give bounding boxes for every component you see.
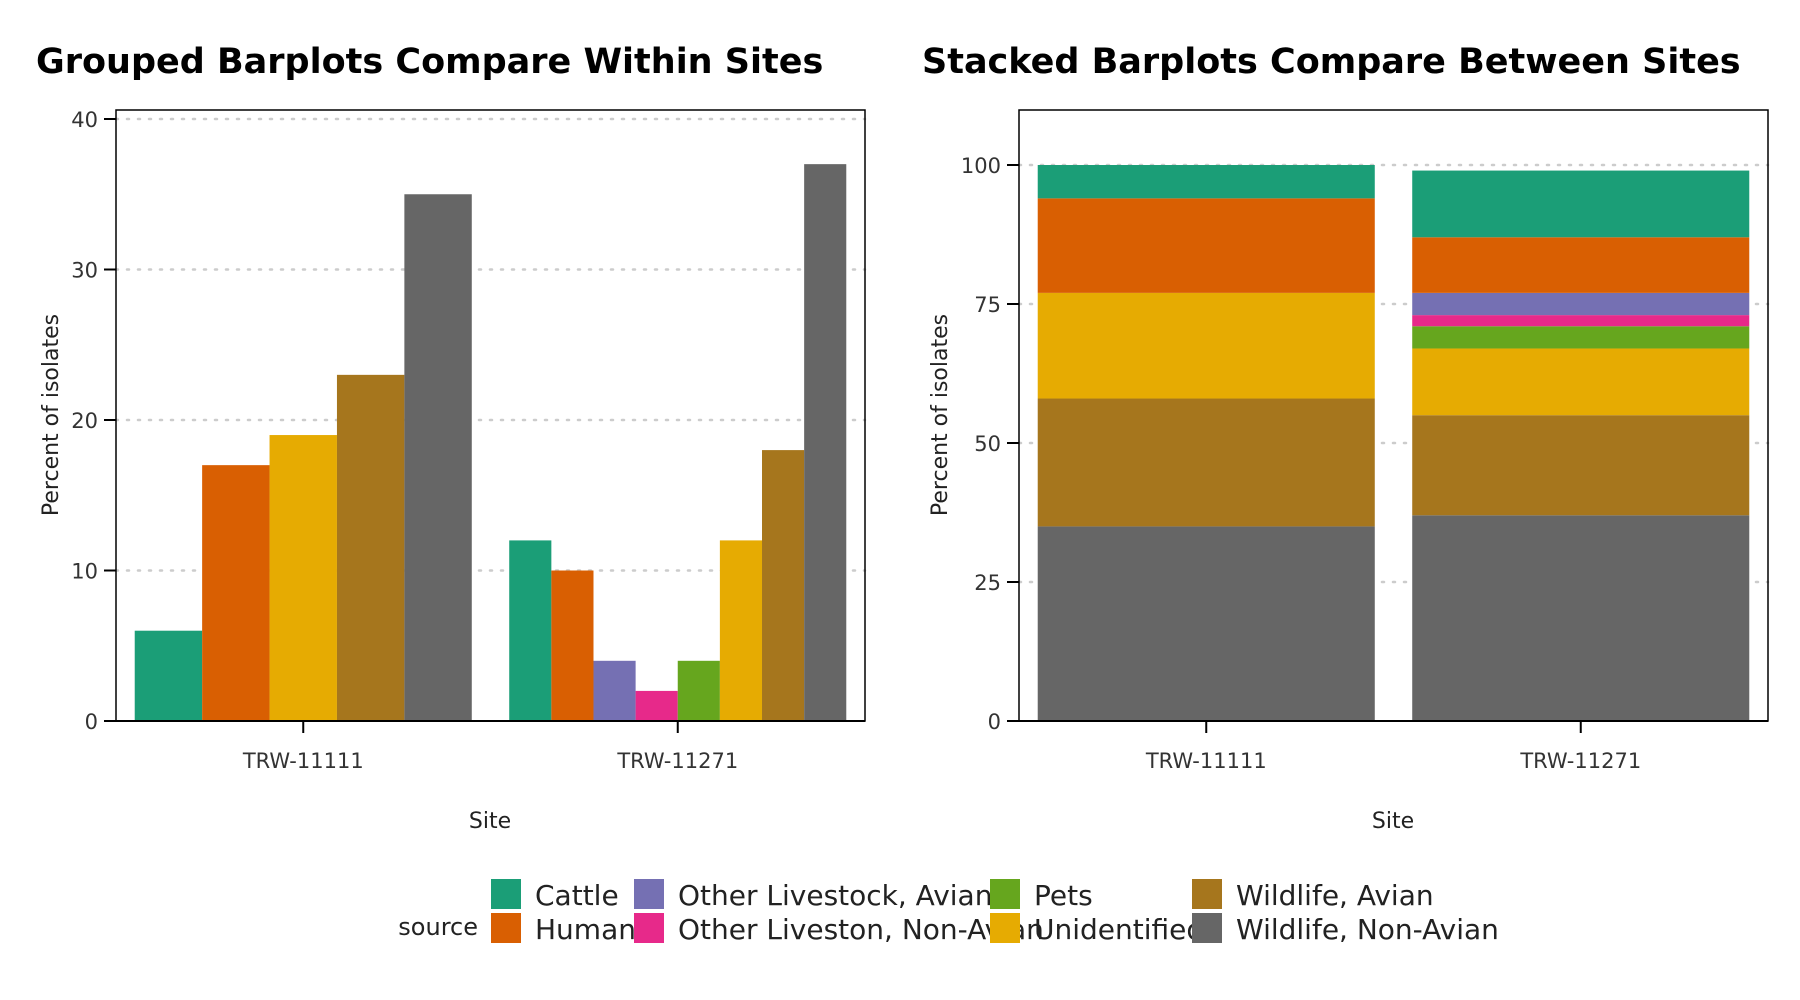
bar bbox=[202, 465, 270, 721]
x-tick-label: TRW-11111 bbox=[242, 749, 364, 773]
y-tick-label: 40 bbox=[71, 108, 98, 132]
stacked-x-axis-label: Site bbox=[1372, 809, 1414, 834]
stacked-bar-segment bbox=[1037, 165, 1375, 199]
bar bbox=[269, 435, 337, 721]
legend-swatch bbox=[634, 913, 664, 943]
grouped-chart: Grouped Barplots Compare Within Sites 0 1… bbox=[36, 42, 867, 834]
stacked-bar-segment bbox=[1412, 170, 1750, 238]
stacked-bar-segment bbox=[1037, 398, 1375, 527]
y-tick-label: 0 bbox=[988, 710, 1001, 734]
grouped-x-axis-label: Site bbox=[469, 809, 511, 834]
bar bbox=[635, 690, 678, 721]
y-tick-label: 75 bbox=[974, 293, 1001, 317]
y-tick-label: 30 bbox=[71, 259, 98, 283]
legend-label: Pets bbox=[1034, 879, 1093, 912]
x-tick-label: TRW-11111 bbox=[1145, 749, 1267, 773]
bar bbox=[551, 570, 594, 721]
legend-swatch bbox=[634, 879, 664, 909]
grouped-y-axis-label: Percent of isolates bbox=[39, 314, 64, 516]
stacked-bar-segment bbox=[1412, 237, 1750, 293]
legend-label: Cattle bbox=[535, 879, 619, 912]
grouped-y-ticks: 0 10 20 30 40 bbox=[71, 108, 116, 734]
legend-label: Wildlife, Non-Avian bbox=[1236, 913, 1499, 946]
y-tick-label: 10 bbox=[71, 560, 98, 584]
legend-label: Other Liveston, Non-Avian bbox=[678, 913, 1044, 946]
bar bbox=[509, 540, 552, 721]
legend-label: Other Livestock, Avian bbox=[678, 879, 992, 912]
bar bbox=[762, 450, 805, 721]
grouped-chart-title: Grouped Barplots Compare Within Sites bbox=[36, 42, 823, 82]
bar bbox=[677, 660, 720, 721]
stacked-bar-segment bbox=[1412, 315, 1750, 327]
bar bbox=[336, 374, 405, 721]
stacked-bar-segment bbox=[1412, 292, 1750, 316]
legend-label: Unidentified bbox=[1034, 913, 1204, 946]
stacked-y-ticks: 0 25 50 75 100 bbox=[961, 154, 1019, 734]
bar bbox=[719, 540, 763, 721]
stacked-bar-segment bbox=[1412, 515, 1750, 721]
stacked-bar-segment bbox=[1037, 292, 1375, 399]
stacked-y-axis-label: Percent of isolates bbox=[928, 314, 953, 516]
y-tick-label: 50 bbox=[974, 432, 1001, 456]
y-tick-label: 25 bbox=[974, 571, 1001, 595]
stacked-bars bbox=[1037, 165, 1750, 721]
bar bbox=[593, 660, 636, 721]
bar bbox=[404, 194, 472, 721]
stacked-bar-segment bbox=[1037, 198, 1375, 293]
legend-swatch bbox=[990, 879, 1020, 909]
bar bbox=[804, 164, 847, 721]
stacked-x-ticks: TRW-11111 TRW-11271 bbox=[1019, 720, 1768, 773]
legend-swatch bbox=[1192, 879, 1222, 909]
legend-swatch bbox=[990, 913, 1020, 943]
grouped-bars bbox=[134, 164, 847, 721]
stacked-bar-segment bbox=[1037, 526, 1375, 721]
stacked-bar-segment bbox=[1412, 326, 1750, 349]
legend-swatch bbox=[491, 913, 521, 943]
stacked-chart-title: Stacked Barplots Compare Between Sites bbox=[922, 42, 1741, 82]
stacked-bar-segment bbox=[1412, 415, 1750, 516]
legend-swatch bbox=[491, 879, 521, 909]
bar bbox=[134, 630, 203, 721]
x-tick-label: TRW-11271 bbox=[1519, 749, 1641, 773]
legend-title: source bbox=[398, 913, 478, 941]
legend-swatch bbox=[1192, 913, 1222, 943]
grouped-x-ticks: TRW-11111 TRW-11271 bbox=[116, 720, 865, 773]
x-tick-label: TRW-11271 bbox=[616, 749, 738, 773]
stacked-bar-segment bbox=[1412, 348, 1750, 416]
legend-label: Wildlife, Avian bbox=[1236, 879, 1434, 912]
y-tick-label: 100 bbox=[961, 154, 1001, 178]
y-tick-label: 20 bbox=[71, 409, 98, 433]
grouped-gridlines bbox=[114, 117, 867, 572]
stacked-gridlines bbox=[1017, 163, 1770, 584]
y-tick-label: 0 bbox=[85, 710, 98, 734]
stacked-chart: Stacked Barplots Compare Between Sites 0… bbox=[922, 42, 1770, 834]
legend-label: Human bbox=[535, 913, 636, 946]
